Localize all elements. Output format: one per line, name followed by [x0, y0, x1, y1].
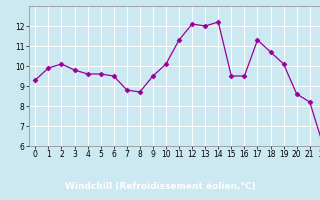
- Text: Windchill (Refroidissement éolien,°C): Windchill (Refroidissement éolien,°C): [65, 182, 255, 192]
